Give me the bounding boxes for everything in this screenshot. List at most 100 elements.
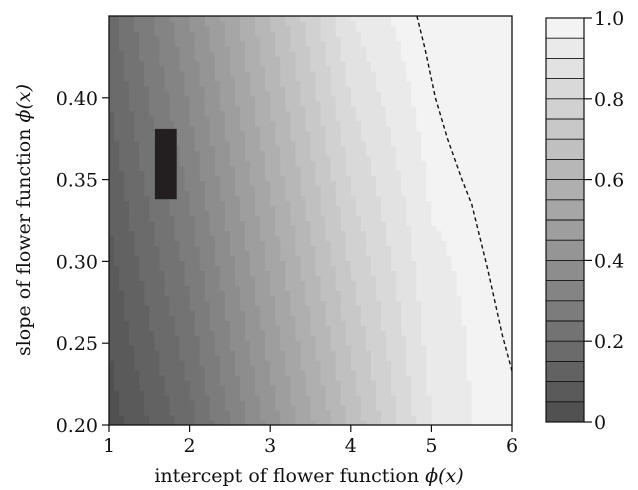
heatmap-cell bbox=[315, 85, 322, 92]
heatmap-cell bbox=[255, 420, 261, 425]
heatmap-cell bbox=[204, 420, 211, 425]
heatmap-cell bbox=[375, 140, 382, 147]
heatmap-cell bbox=[260, 165, 266, 172]
heatmap-cell bbox=[365, 70, 372, 77]
heatmap-cell bbox=[401, 16, 407, 22]
heatmap-cell bbox=[386, 315, 392, 321]
heatmap-cell bbox=[350, 125, 357, 132]
heatmap-cell bbox=[239, 185, 246, 192]
heatmap-cell bbox=[245, 360, 251, 366]
heatmap-cell bbox=[275, 415, 281, 421]
heatmap-cell bbox=[300, 415, 307, 421]
heatmap-cell bbox=[129, 270, 135, 276]
heatmap-cell bbox=[149, 420, 155, 425]
heatmap-cell bbox=[330, 215, 337, 222]
heatmap-cell bbox=[260, 75, 266, 82]
heatmap-cell bbox=[325, 125, 332, 132]
heatmap-cell bbox=[255, 375, 261, 381]
heatmap-cell bbox=[300, 80, 307, 87]
heatmap-cell bbox=[355, 390, 362, 396]
heatmap-cell bbox=[184, 320, 191, 326]
heatmap-cell bbox=[229, 260, 236, 266]
heatmap-cell bbox=[406, 70, 412, 77]
heatmap-cell bbox=[285, 295, 291, 301]
heatmap-cell bbox=[109, 285, 115, 291]
heatmap-cell bbox=[174, 110, 181, 117]
heatmap-cell bbox=[365, 405, 372, 411]
heatmap-cell bbox=[300, 230, 307, 237]
heatmap-cell bbox=[184, 175, 191, 182]
heatmap-cell bbox=[164, 115, 171, 122]
heatmap-cell bbox=[245, 290, 251, 296]
heatmap-cell bbox=[199, 385, 206, 391]
heatmap-cell bbox=[386, 60, 392, 67]
heatmap-cell bbox=[255, 240, 261, 247]
heatmap-cell bbox=[204, 355, 211, 361]
heatmap-cell bbox=[396, 210, 402, 217]
heatmap-cell bbox=[149, 230, 155, 237]
heatmap-cell bbox=[214, 310, 221, 316]
heatmap-cell bbox=[325, 30, 332, 37]
heatmap-cell bbox=[355, 235, 362, 242]
heatmap-cell bbox=[270, 55, 276, 62]
heatmap-cell bbox=[224, 35, 231, 42]
heatmap-cell bbox=[340, 50, 347, 57]
heatmap-cell bbox=[290, 30, 296, 37]
heatmap-cell bbox=[174, 230, 181, 237]
heatmap-cell bbox=[310, 280, 317, 286]
heatmap-cell bbox=[154, 350, 160, 356]
heatmap-cell bbox=[224, 170, 231, 177]
heatmap-cell bbox=[320, 410, 327, 416]
heatmap-cell bbox=[315, 360, 322, 366]
heatmap-cell bbox=[179, 95, 186, 102]
heatmap-cell bbox=[290, 145, 296, 152]
heatmap-cell bbox=[260, 180, 266, 187]
heatmap-cell bbox=[275, 335, 281, 341]
heatmap-cell bbox=[134, 50, 140, 57]
heatmap-cell bbox=[265, 95, 271, 102]
heatmap-cell bbox=[381, 115, 387, 122]
heatmap-cell bbox=[325, 285, 332, 291]
heatmap-cell bbox=[149, 130, 155, 137]
heatmap-cell bbox=[164, 210, 171, 217]
heatmap-cell bbox=[386, 50, 392, 57]
heatmap-cell bbox=[325, 190, 332, 197]
heatmap-cell bbox=[239, 45, 246, 52]
heatmap-cell bbox=[381, 395, 387, 401]
heatmap-cell bbox=[194, 195, 201, 202]
heatmap-cell bbox=[340, 420, 347, 425]
heatmap-cell bbox=[174, 405, 181, 411]
heatmap-cell bbox=[119, 400, 125, 406]
heatmap-cell bbox=[139, 130, 145, 137]
heatmap-cell bbox=[159, 45, 166, 52]
heatmap-cell bbox=[375, 290, 382, 296]
heatmap-cell bbox=[285, 145, 291, 152]
heatmap-cell bbox=[270, 305, 276, 311]
heatmap-cell bbox=[229, 50, 236, 57]
heatmap-cell bbox=[350, 400, 357, 406]
heatmap-cell bbox=[214, 125, 221, 132]
heatmap-cell bbox=[370, 245, 377, 252]
heatmap-cell bbox=[109, 170, 115, 177]
heatmap-cell bbox=[109, 225, 115, 232]
heatmap-cell bbox=[109, 125, 115, 132]
heatmap-cell bbox=[330, 410, 337, 416]
heatmap-cell bbox=[290, 325, 296, 331]
heatmap-cell bbox=[335, 355, 342, 361]
heatmap-cell bbox=[119, 155, 125, 162]
heatmap-cell bbox=[189, 270, 196, 276]
heatmap-cell bbox=[124, 275, 130, 281]
heatmap-cell bbox=[365, 110, 372, 117]
heatmap-cell bbox=[174, 115, 181, 122]
heatmap-cell bbox=[396, 410, 402, 416]
heatmap-cell bbox=[234, 250, 241, 257]
heatmap-cell bbox=[204, 390, 211, 396]
heatmap-cell bbox=[124, 50, 130, 57]
heatmap-cell bbox=[159, 120, 166, 127]
heatmap-cell bbox=[239, 375, 246, 381]
heatmap-cell bbox=[265, 25, 271, 32]
heatmap-cell bbox=[109, 40, 115, 47]
heatmap-cell bbox=[144, 270, 150, 276]
heatmap-cell bbox=[179, 355, 186, 361]
heatmap-cell bbox=[169, 225, 176, 232]
